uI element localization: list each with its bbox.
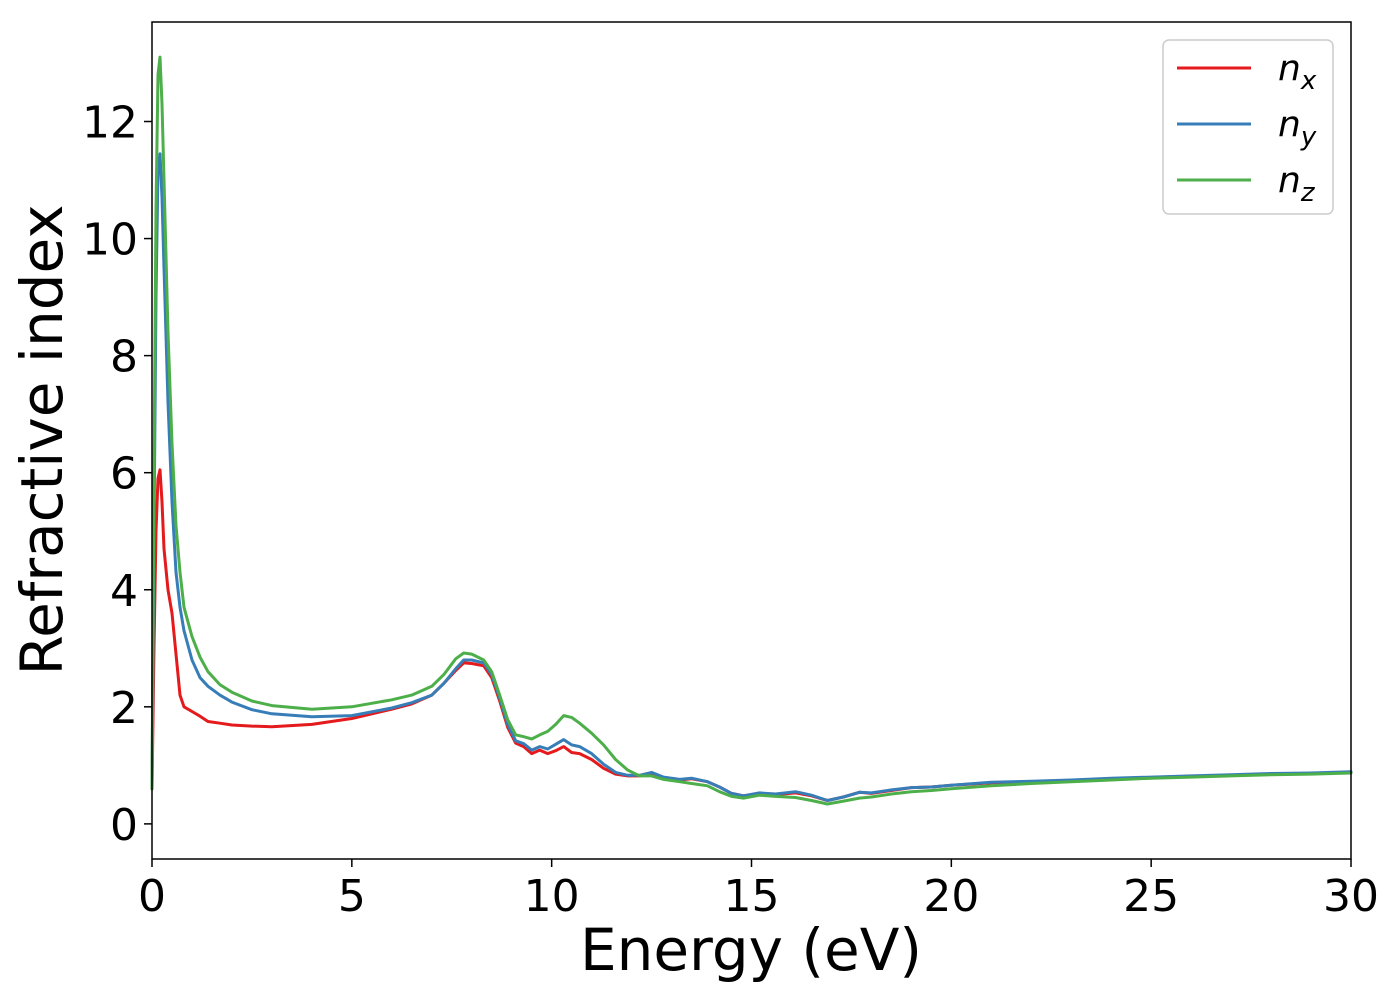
legend-label-y: ny [1278,104,1317,152]
y-tick-label: 6 [110,449,138,500]
y-axis: 0 2 4 6 8 10 12 [82,98,152,851]
y-tick-label: 0 [110,800,138,851]
x-tick-label: 5 [338,871,366,922]
y-tick-label: 4 [110,566,138,617]
y-tick-label: 8 [110,332,138,383]
y-axis-title: Refractive index [8,204,76,675]
x-axis-title: Energy (eV) [580,916,922,984]
x-tick-label: 20 [923,871,979,922]
series-layer [150,55,1353,806]
legend-label-x: nx [1278,48,1317,96]
series-line-y [150,152,1353,802]
x-tick-label: 10 [524,871,580,922]
y-tick-label: 12 [82,98,138,149]
x-tick-label: 0 [138,871,166,922]
x-tick-label: 25 [1123,871,1179,922]
x-tick-label: 15 [724,871,780,922]
series-line-x [150,468,1353,802]
x-tick-label: 30 [1323,871,1379,922]
legend-box [1162,39,1334,215]
x-axis: 0 5 10 15 20 25 30 [138,859,1379,922]
series-line-z [150,55,1353,806]
legend-label-z: nz [1278,160,1316,208]
y-tick-label: 10 [82,215,138,266]
legend: nx ny nz [1162,39,1334,215]
y-tick-label: 2 [110,683,138,734]
